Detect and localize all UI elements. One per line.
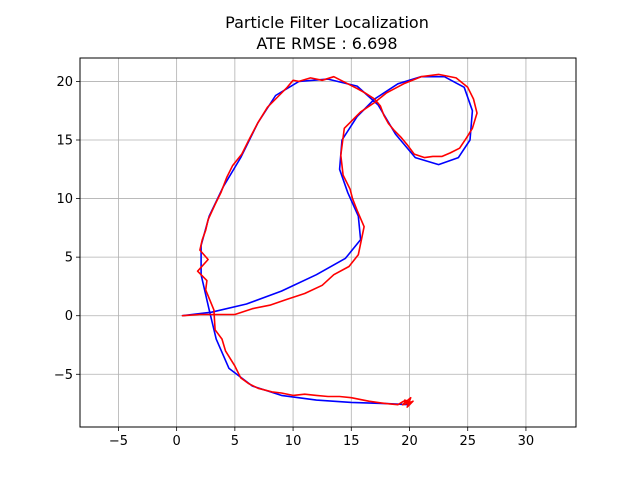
x-tick-label: 0: [172, 434, 180, 449]
y-tick-label: 20: [56, 75, 73, 90]
series-line-blue: [181, 75, 474, 406]
series-layer: [181, 73, 478, 408]
chart-subtitle: ATE RMSE : 6.698: [256, 34, 397, 53]
chart-title: Particle Filter Localization: [225, 13, 429, 32]
x-tick-label: 15: [343, 434, 360, 449]
series-line-red: [181, 73, 478, 408]
y-tick-label: 0: [65, 309, 73, 324]
tick-layer: −5 0 5 10 15 20 25 30 −5 0 5 10 15 20: [54, 75, 534, 449]
y-tick-label: 5: [65, 251, 73, 266]
x-tick-label: 30: [518, 434, 535, 449]
x-tick-label: 25: [459, 434, 476, 449]
x-tick-label: −5: [109, 434, 128, 449]
y-tick-label: 10: [56, 192, 73, 207]
x-tick-label: 20: [401, 434, 418, 449]
y-tick-label: −5: [54, 368, 73, 383]
plot-frame: [79, 57, 577, 428]
x-tick-label: 10: [285, 434, 302, 449]
x-tick-label: 5: [231, 434, 239, 449]
grid-layer: [80, 58, 576, 427]
y-tick-label: 15: [56, 134, 73, 149]
